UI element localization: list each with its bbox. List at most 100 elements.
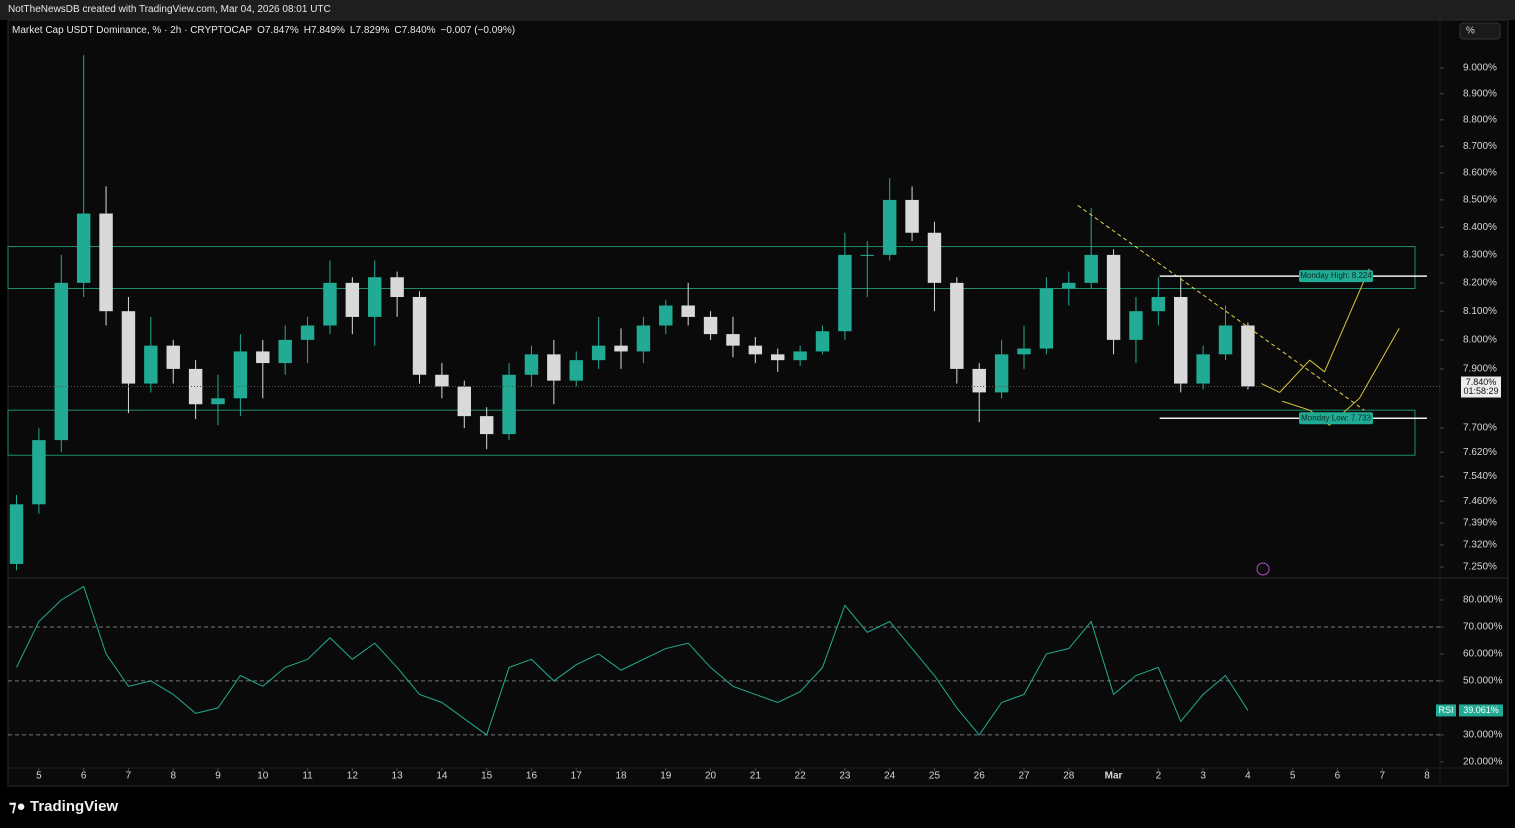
x-tick-label: 4 — [1245, 771, 1251, 782]
candle-body — [636, 325, 651, 352]
last-price-bg — [1461, 376, 1501, 398]
candle-body — [838, 254, 852, 332]
x-tick-label: 5 — [1290, 771, 1296, 782]
last-price-label: 7.840% — [1466, 377, 1497, 387]
rsi-name-bg — [1436, 704, 1456, 717]
candle-body — [681, 305, 695, 317]
y-tick-label: 7.900% — [1463, 364, 1497, 375]
ohlc-open: O7.847% — [257, 25, 299, 36]
y-tick-label: 8.300% — [1463, 250, 1497, 261]
candle-body — [54, 282, 69, 441]
x-tick-label: 3 — [1200, 771, 1206, 782]
candle-body — [1151, 296, 1166, 312]
y-tick-label: 7.460% — [1463, 496, 1497, 507]
candle-body — [1062, 282, 1076, 289]
candle-body — [121, 311, 136, 384]
candle-body — [211, 398, 225, 405]
candle-body — [860, 254, 875, 256]
brand-logo: ⁊● — [9, 798, 26, 815]
x-tick-label: 9 — [215, 771, 221, 782]
candle-body — [32, 440, 46, 505]
candle-body — [502, 374, 516, 435]
x-tick-label: 7 — [126, 771, 132, 782]
x-tick-label: 17 — [571, 771, 583, 782]
y-tick-label: 7.540% — [1463, 471, 1497, 482]
x-tick-label: 2 — [1156, 771, 1162, 782]
x-tick-label: 20 — [705, 771, 717, 782]
y-tick-label: 8.700% — [1463, 141, 1497, 152]
candle-body — [233, 351, 248, 399]
candle-body — [703, 316, 718, 335]
x-tick-label: 8 — [170, 771, 176, 782]
x-tick-label: 7 — [1379, 771, 1385, 782]
countdown: 01:58:29 — [1463, 386, 1498, 396]
candle-body — [569, 360, 583, 381]
level-label-bg — [1299, 270, 1374, 283]
rsi-line — [16, 585, 1249, 736]
x-tick-label: 11 — [302, 771, 313, 782]
candle-body — [166, 345, 180, 369]
y-tick-label: 8.900% — [1463, 88, 1497, 99]
candle-body — [390, 277, 404, 297]
x-tick-label: 8 — [1424, 771, 1430, 782]
candle-body — [188, 368, 203, 405]
candle-body — [815, 331, 830, 352]
x-tick-label: 19 — [660, 771, 672, 782]
candle-body — [659, 305, 673, 326]
y-tick-label: 7.250% — [1463, 562, 1497, 573]
y-tick-label: 80.000% — [1463, 595, 1503, 606]
candle-body — [278, 339, 292, 364]
brand: TradingView — [30, 798, 118, 815]
y-tick-label: 7.390% — [1463, 518, 1497, 529]
candle-body — [972, 368, 986, 393]
y-tick-label: 9.000% — [1463, 63, 1497, 74]
x-tick-label: 27 — [1018, 771, 1030, 782]
candle-body — [1017, 348, 1031, 355]
y-tick-label: 8.500% — [1463, 195, 1497, 206]
y-tick-label: 8.200% — [1463, 278, 1497, 289]
ohlc-high: H7.849% — [303, 25, 345, 36]
top-bar — [0, 0, 1515, 20]
candle-body — [1129, 311, 1143, 340]
scale-button[interactable] — [1459, 22, 1501, 40]
x-tick-label: 5 — [36, 771, 42, 782]
projection — [1282, 328, 1400, 426]
x-tick-label: 10 — [257, 771, 269, 782]
x-tick-label: 14 — [436, 771, 448, 782]
ohlc-low: L7.829% — [349, 25, 390, 36]
candle-body — [1039, 288, 1054, 349]
y-tick-label: 8.800% — [1463, 114, 1497, 125]
y-tick-label: 20.000% — [1463, 757, 1503, 768]
x-tick-label: 26 — [974, 771, 986, 782]
x-tick-label: 12 — [347, 771, 359, 782]
y-tick-label: 8.400% — [1463, 222, 1497, 233]
candle-body — [457, 386, 472, 417]
x-tick-label: 22 — [795, 771, 807, 782]
symbol: Market Cap USDT Dominance, % · 2h · CRYP… — [12, 25, 253, 36]
candle-body — [614, 345, 628, 352]
candle-body — [1241, 325, 1255, 387]
candle-body — [524, 354, 539, 375]
x-tick-label: 6 — [1335, 771, 1341, 782]
level-label: Monday High: 8.224 — [1300, 271, 1372, 280]
candle-body — [1196, 354, 1210, 384]
y-tick-label: 8.100% — [1463, 306, 1497, 317]
x-tick-label: 15 — [481, 771, 493, 782]
ohlc-change: −0.007 (−0.09%) — [440, 25, 516, 36]
candle-body — [256, 351, 270, 364]
y-tick-label: 30.000% — [1463, 730, 1503, 741]
x-tick-label: 6 — [81, 771, 87, 782]
y-tick-label: 7.620% — [1463, 447, 1497, 458]
x-tick-label: Mar — [1105, 771, 1123, 782]
rsi-last-label: 39.061% — [1463, 705, 1499, 715]
x-tick-label: 28 — [1063, 771, 1075, 782]
y-tick-label: 60.000% — [1463, 649, 1503, 660]
candle-body — [882, 199, 897, 255]
x-tick-label: 13 — [392, 771, 404, 782]
rsi-name: RSI — [1438, 705, 1453, 715]
x-tick-label: 24 — [884, 771, 896, 782]
alert-icon[interactable] — [1256, 562, 1270, 576]
y-tick-label: 7.320% — [1463, 540, 1497, 551]
